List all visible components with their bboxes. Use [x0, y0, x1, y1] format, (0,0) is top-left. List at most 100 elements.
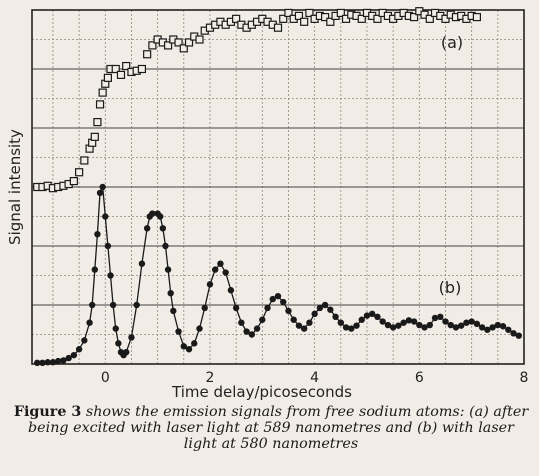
series-a-point [103, 73, 112, 82]
x-tick-label: 2 [205, 370, 214, 386]
series-a-point [90, 132, 99, 141]
series-b-point [170, 307, 177, 315]
x-tick-label: 0 [101, 370, 110, 386]
series-a-point [273, 23, 283, 32]
series-b-point [463, 319, 470, 326]
series-b-point [44, 359, 51, 366]
series-b-point [437, 313, 444, 320]
series-b-point [421, 324, 428, 331]
series-a-points [33, 7, 481, 193]
series-b-point [123, 349, 130, 356]
series-a-label: (a) [441, 33, 463, 52]
series-b-points [34, 183, 522, 367]
series-a-point [95, 100, 105, 109]
series-b-point [311, 310, 318, 318]
series-b-point [416, 321, 423, 329]
series-a-point [341, 14, 351, 23]
series-b-point [65, 354, 72, 362]
series-b-point [389, 324, 397, 331]
series-b-point [94, 231, 101, 238]
series-a-point [357, 14, 366, 23]
y-axis-label: Signal intensity [6, 129, 24, 245]
series-b-point [358, 316, 365, 323]
series-a-point [179, 44, 188, 53]
series-b-point [489, 324, 496, 331]
plot-frame [31, 9, 525, 365]
caption-text: shows the emission signals from free sod… [28, 404, 529, 452]
series-b-point [363, 312, 371, 319]
series-b-point [300, 325, 308, 332]
series-b-point [473, 320, 481, 328]
series-a-point [279, 14, 288, 23]
series-b-point [457, 322, 465, 329]
x-tick-labels: 0 2 4 6 8 [101, 370, 529, 386]
series-b-point [306, 319, 313, 326]
series-b-point [280, 298, 287, 306]
series-a-point [163, 41, 173, 50]
series-b-point [285, 307, 292, 315]
series-b-point [405, 317, 413, 324]
series-b-point [253, 325, 261, 332]
series-a-point [336, 8, 345, 18]
series-b-point [515, 332, 522, 339]
series-a-point [420, 10, 429, 19]
series-a-point [111, 64, 120, 74]
series-b-label: (b) [439, 278, 462, 297]
series-b-point [269, 295, 276, 303]
series-b-point [248, 331, 256, 338]
series-b-point [54, 357, 62, 365]
series-b-point [206, 281, 214, 288]
series-b-point [468, 318, 475, 325]
series-b-point [332, 313, 339, 320]
series-b-point [274, 292, 282, 300]
series-b-point [39, 359, 46, 367]
series-b-point [348, 325, 355, 332]
series-a-point [409, 12, 419, 22]
series-a-point [116, 70, 126, 80]
series-b-point [222, 269, 229, 276]
series-b-point [452, 324, 460, 331]
series-a-point [425, 14, 434, 23]
series-b-point [201, 304, 208, 312]
series-b-point [70, 351, 78, 359]
series-b-point [400, 319, 407, 326]
series-b-point [104, 242, 112, 250]
series-b-point [321, 301, 329, 309]
series-b-point [75, 346, 83, 353]
series-b-point [426, 321, 433, 329]
series-b-point [384, 321, 392, 329]
x-tick-label: 8 [520, 370, 529, 386]
series-b-point [49, 359, 57, 366]
series-b-point [149, 210, 156, 217]
series-a-point [122, 61, 131, 71]
series-a-point [472, 12, 481, 22]
series-a-point [373, 14, 382, 23]
series-b-point [107, 272, 114, 279]
series-a-point [294, 11, 304, 20]
series-b-point [259, 316, 266, 323]
series-b-point [290, 316, 297, 323]
series-b-point [337, 319, 345, 326]
series-b-point [227, 287, 235, 294]
series-a-point [184, 38, 194, 47]
series-b-point [109, 301, 117, 309]
series-b-point [86, 319, 93, 326]
series-b-point [88, 301, 96, 309]
series-b-point [442, 318, 449, 325]
series-b-point [96, 189, 104, 197]
figure-caption: Figure 3 shows the emission signals from… [10, 404, 532, 452]
series-a-point [174, 38, 183, 47]
series-b-point [211, 266, 219, 273]
series-a-point [232, 14, 241, 23]
series-b-point [102, 213, 109, 220]
series-b-point [196, 325, 203, 332]
series-a-point [441, 14, 450, 23]
series-b-point [115, 340, 122, 347]
series-b-point [232, 304, 240, 312]
series-b-point [499, 323, 507, 330]
series-a-point [143, 50, 152, 59]
series-b-point [157, 213, 164, 220]
series-b-point [369, 310, 376, 318]
series-a-point [75, 168, 84, 177]
